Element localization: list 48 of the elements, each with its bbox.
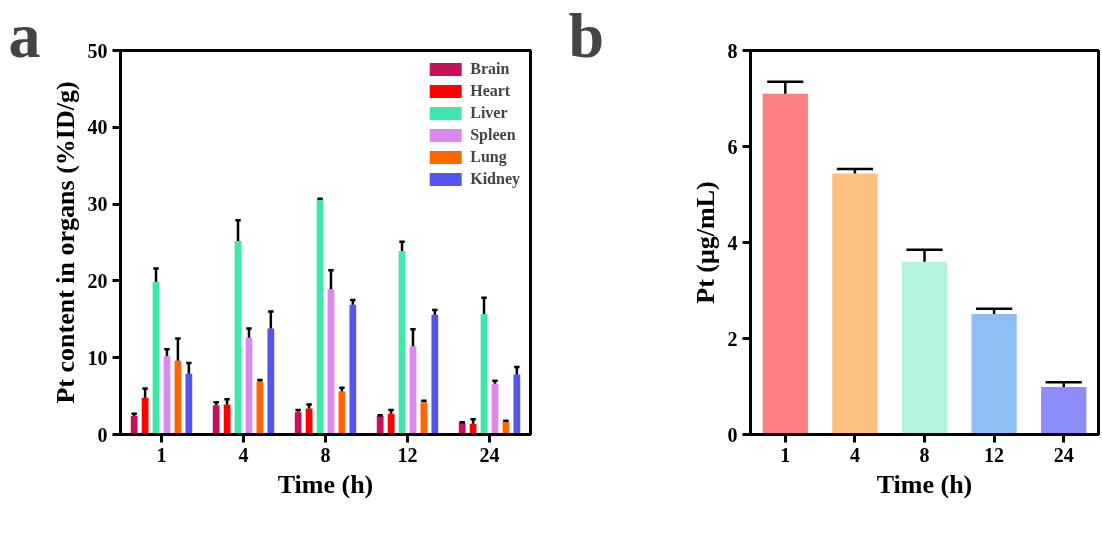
y-tick-label: 2 xyxy=(727,327,738,350)
bar xyxy=(376,416,384,435)
x-tick-label: 4 xyxy=(849,443,860,466)
x-tick-label: 12 xyxy=(984,443,1005,466)
y-tick-label: 20 xyxy=(87,269,108,292)
bar xyxy=(458,422,466,435)
bar xyxy=(762,93,808,435)
bar xyxy=(431,314,439,435)
y-tick-label: 10 xyxy=(87,346,108,369)
legend-label: Kidney xyxy=(470,170,520,188)
y-axis-title: Pt content in organs (%ID/g) xyxy=(50,81,80,404)
bar xyxy=(267,328,275,435)
x-tick-label: 8 xyxy=(919,443,930,466)
x-tick-label: 1 xyxy=(156,443,167,466)
bar xyxy=(349,304,357,435)
text: a xyxy=(8,0,41,71)
y-tick-label: 30 xyxy=(87,193,108,216)
x-tick-label: 12 xyxy=(397,443,418,466)
bar xyxy=(130,416,138,435)
legend-label: Heart xyxy=(470,82,511,100)
bar xyxy=(901,261,948,435)
y-tick-label: 0 xyxy=(97,423,108,446)
bar xyxy=(1041,386,1087,435)
legend-label: Lung xyxy=(470,148,507,166)
y-tick-label: 4 xyxy=(727,231,738,254)
y-tick-label: 40 xyxy=(87,116,108,139)
x-tick-label: 24 xyxy=(1053,443,1074,466)
bar xyxy=(832,173,878,435)
legend-label: Spleen xyxy=(470,126,516,144)
x-tick-label: 8 xyxy=(320,443,331,466)
y-tick-label: 6 xyxy=(727,135,738,158)
bar xyxy=(185,373,193,435)
y-tick-label: 0 xyxy=(727,423,738,446)
bar xyxy=(971,314,1017,435)
bar xyxy=(513,374,521,435)
y-tick-label: 50 xyxy=(87,39,108,62)
x-axis-title: Time (h) xyxy=(876,469,973,499)
x-tick-label: 1 xyxy=(780,443,791,466)
text: b xyxy=(568,0,605,71)
bar xyxy=(294,412,302,435)
legend-label: Brain xyxy=(470,60,510,78)
x-axis-title: Time (h) xyxy=(277,469,374,499)
y-tick-label: 8 xyxy=(727,39,738,62)
bar xyxy=(212,405,220,435)
x-tick-label: 4 xyxy=(238,443,249,466)
y-axis-title: Pt (μg/mL) xyxy=(690,181,720,304)
legend-label: Liver xyxy=(470,104,508,122)
x-tick-label: 24 xyxy=(479,443,500,466)
